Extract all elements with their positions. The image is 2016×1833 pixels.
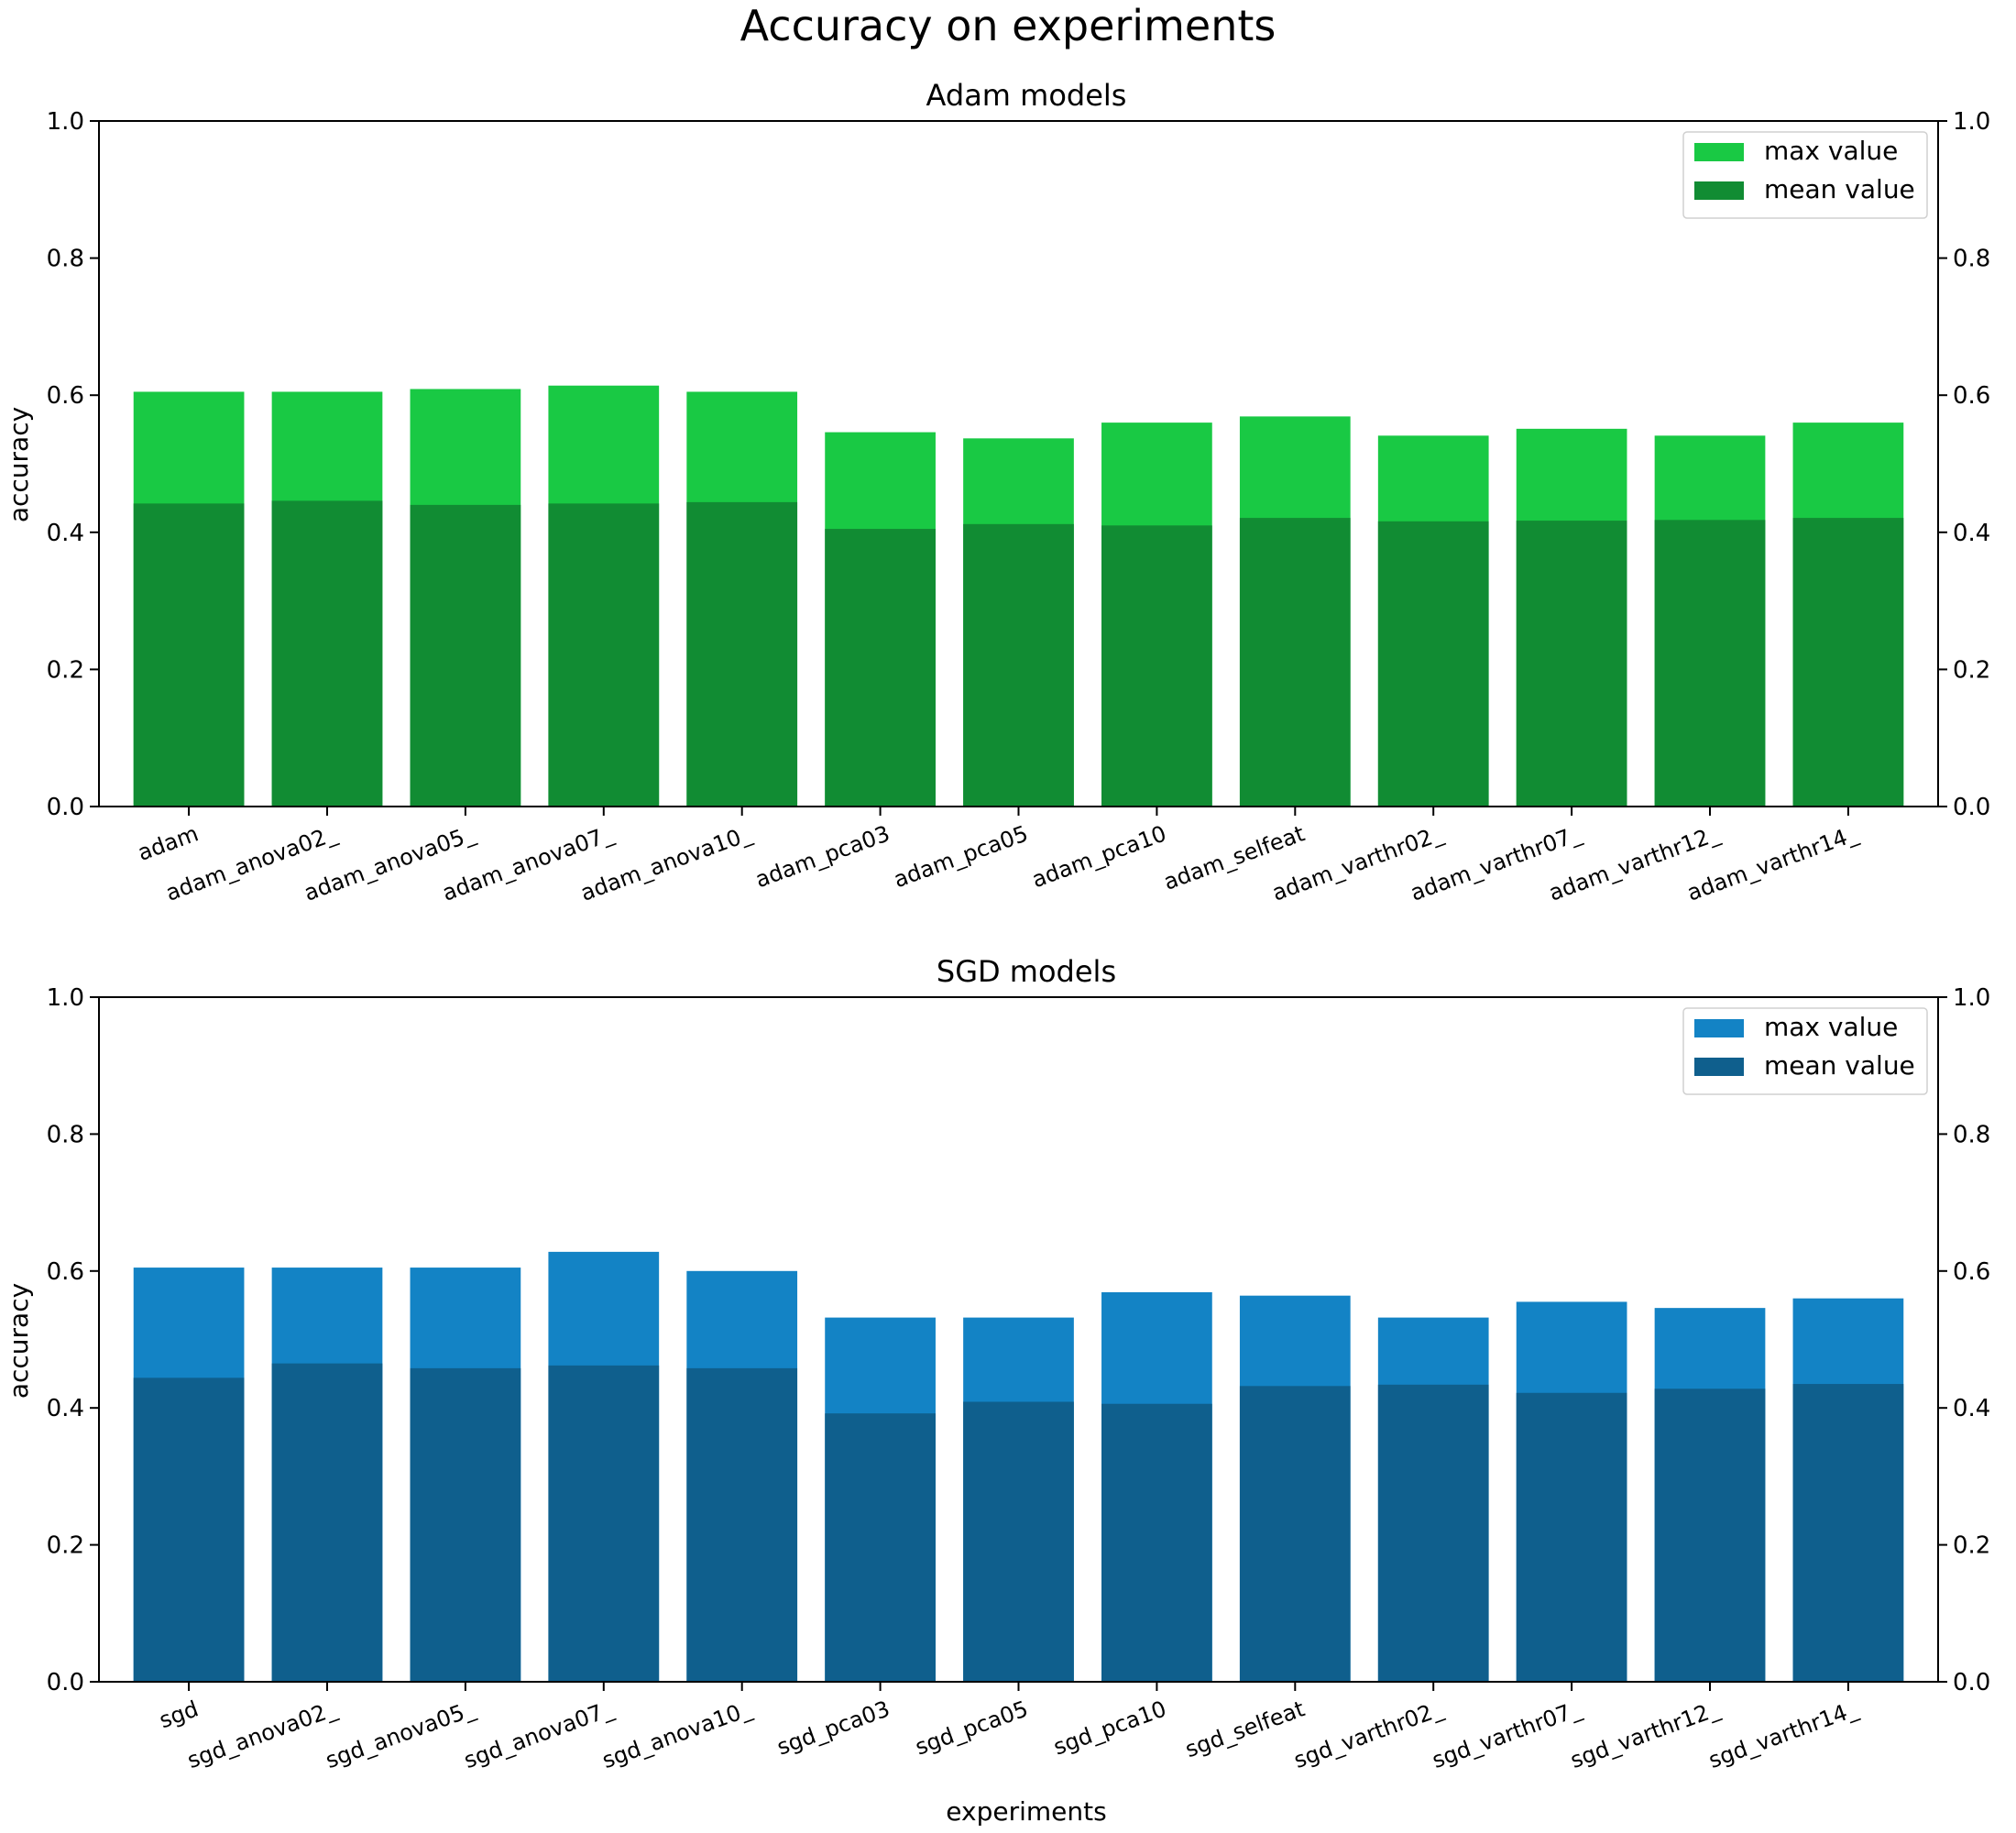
bar-mean-value-adam-varthr02 [1377, 521, 1489, 807]
y-axis-label: accuracy [4, 407, 34, 522]
bars-group [133, 385, 1904, 807]
bar-mean-value-adam-pca10 [1101, 525, 1212, 807]
bar-mean-value-sgd-selfeat [1239, 1386, 1351, 1682]
legend: max value mean value [1682, 1007, 1928, 1095]
bar-mean-value-sgd-anova10 [686, 1367, 798, 1682]
legend-frame [1682, 131, 1928, 219]
bar-mean-value-sgd [133, 1377, 245, 1682]
y-tick-label-left: 0.6 [47, 1258, 84, 1286]
y-tick-label-right: 0.0 [1953, 794, 1990, 821]
y-tick-label-left: 0.0 [47, 1669, 84, 1696]
bar-mean-value-sgd-varthr07 [1516, 1392, 1627, 1682]
legend-frame [1682, 1007, 1928, 1095]
y-tick-label-right: 0.4 [1953, 1395, 1990, 1422]
legend: max value mean value [1682, 131, 1928, 219]
y-tick-label-right: 0.2 [1953, 1532, 1990, 1560]
y-tick-label-right: 0.8 [1953, 246, 1990, 273]
y-tick-label-right: 0.6 [1953, 1258, 1990, 1286]
y-tick-label-left: 0.4 [47, 520, 84, 547]
bar-mean-value-adam-varthr14 [1792, 518, 1904, 807]
x-axis-label: experiments [946, 1796, 1106, 1827]
y-tick-label-left: 1.0 [47, 108, 84, 136]
bar-mean-value-adam [133, 503, 245, 807]
legend-swatch-mean-value [1694, 181, 1744, 200]
y-tick-label-right: 0.0 [1953, 1669, 1990, 1696]
y-tick-label-right: 0.6 [1953, 382, 1990, 410]
chart-title: SGD models [937, 954, 1116, 989]
bar-mean-value-adam-anova02 [271, 500, 383, 807]
legend-label-max-value: max value [1764, 1012, 1898, 1042]
legend-label-max-value: max value [1764, 136, 1898, 166]
bar-mean-value-adam-selfeat [1239, 518, 1351, 807]
bars-group [133, 1251, 1904, 1682]
legend-label-mean-value: mean value [1764, 1050, 1915, 1081]
y-tick-label-right: 0.2 [1953, 656, 1990, 684]
bar-mean-value-adam-pca03 [825, 529, 936, 807]
bar-mean-value-sgd-pca03 [825, 1413, 936, 1682]
y-tick-label-left: 0.4 [47, 1395, 84, 1422]
legend-swatch-max-value [1694, 143, 1744, 161]
y-tick-label-right: 1.0 [1953, 984, 1990, 1012]
y-axis-label: accuracy [4, 1283, 34, 1399]
bar-mean-value-adam-anova10 [686, 501, 798, 807]
sgd-models-chart: SGD models accuracy experiments 0.0 0.0 0.… [4, 954, 1990, 1827]
bar-mean-value-sgd-varthr02 [1377, 1384, 1489, 1682]
bar-mean-value-adam-varthr12 [1654, 520, 1766, 807]
legend-swatch-max-value [1694, 1019, 1744, 1037]
legend-swatch-mean-value [1694, 1058, 1744, 1076]
chart-title: Adam models [926, 78, 1127, 113]
y-tick-label-right: 1.0 [1953, 108, 1990, 136]
y-tick-label-left: 0.8 [47, 246, 84, 273]
y-tick-label-left: 0.0 [47, 794, 84, 821]
bar-mean-value-sgd-anova05 [410, 1367, 521, 1682]
bar-mean-value-adam-varthr07 [1516, 521, 1627, 807]
bar-mean-value-adam-anova07 [548, 503, 660, 807]
y-tick-label-left: 0.8 [47, 1121, 84, 1148]
legend-label-mean-value: mean value [1764, 174, 1915, 204]
figure-title: Accuracy on experiments [740, 1, 1276, 50]
bar-mean-value-adam-anova05 [410, 504, 521, 807]
y-tick-label-left: 0.6 [47, 382, 84, 410]
y-tick-label-left: 0.2 [47, 1532, 84, 1560]
y-tick-label-right: 0.8 [1953, 1121, 1990, 1148]
bar-mean-value-sgd-pca05 [963, 1401, 1074, 1682]
bar-mean-value-sgd-anova02 [271, 1363, 383, 1682]
bar-mean-value-sgd-varthr14 [1792, 1384, 1904, 1682]
bar-mean-value-sgd-pca10 [1101, 1403, 1212, 1682]
y-tick-label-left: 0.2 [47, 656, 84, 684]
bar-mean-value-adam-pca05 [963, 523, 1074, 807]
y-tick-label-right: 0.4 [1953, 520, 1990, 547]
bar-mean-value-sgd-varthr12 [1654, 1388, 1766, 1682]
bar-mean-value-sgd-anova07 [548, 1365, 660, 1682]
y-tick-label-left: 1.0 [47, 984, 84, 1012]
